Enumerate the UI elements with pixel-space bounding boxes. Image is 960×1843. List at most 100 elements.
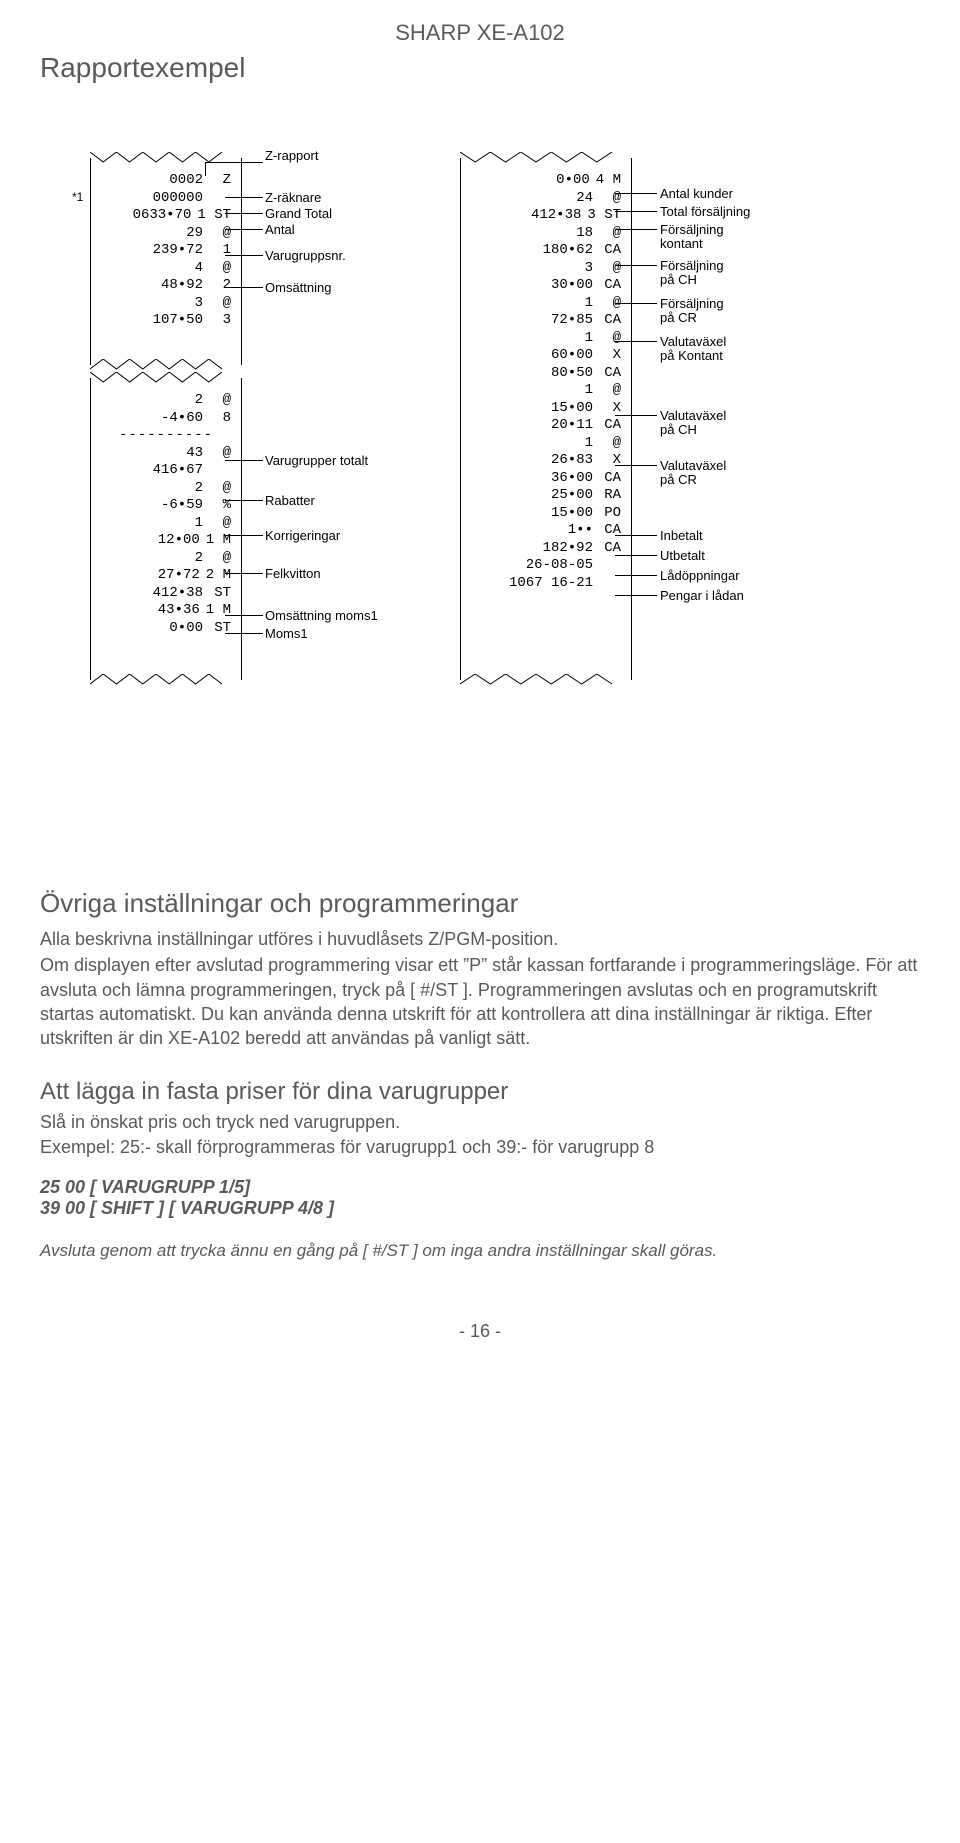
diagram-label: Grand Total	[265, 206, 332, 221]
leader-line	[225, 535, 263, 536]
diagram-label: Varugruppsnr.	[265, 248, 346, 263]
leader-line	[225, 255, 263, 256]
diagram-label: Z-räknare	[265, 190, 321, 205]
receipt-line: 20•11CA	[471, 417, 621, 435]
diagram-label: Lådöppningar	[660, 568, 740, 583]
receipt-line: 80•50CA	[471, 365, 621, 383]
code-example-1: 25 00 [ VARUGRUPP 1/5]	[40, 1177, 920, 1198]
leader-line	[205, 162, 206, 176]
receipt-line: 239•721	[101, 242, 231, 260]
settings-heading: Övriga inställningar och programmeringar	[40, 888, 920, 919]
receipt-3: 0•004 M24@412•383 ST18@180•62CA3@30•00CA…	[460, 158, 632, 680]
leader-line	[225, 197, 263, 198]
receipt-line: 26-08-05	[471, 557, 621, 575]
receipt-line: 0633•701 ST	[101, 207, 231, 225]
diagram-label: Försäljning	[660, 296, 724, 311]
leader-line	[615, 465, 657, 466]
diagram-label: på CR	[660, 310, 697, 325]
receipt-line: 1••CA	[471, 522, 621, 540]
diagram-label: Korrigeringar	[265, 528, 340, 543]
receipt-line: 1@	[471, 435, 621, 453]
prices-para-1: Slå in önskat pris och tryck ned varugru…	[40, 1110, 920, 1134]
receipt-line: 2@	[101, 392, 231, 410]
diagram-label: Moms1	[265, 626, 308, 641]
receipt-line: 3@	[471, 260, 621, 278]
leader-line	[205, 162, 263, 163]
receipt-line: -6•59%	[101, 497, 231, 515]
receipt-line: 15•00X	[471, 400, 621, 418]
product-header: SHARP XE-A102	[40, 20, 920, 46]
diagram-label: Varugrupper totalt	[265, 453, 368, 468]
leader-line	[615, 341, 657, 342]
prices-para-2: Exempel: 25:- skall förprogrammeras för …	[40, 1135, 920, 1159]
receipt-line: 3@	[101, 295, 231, 313]
receipt-line: 1@	[101, 515, 231, 533]
receipt-line: 43@	[101, 445, 231, 463]
receipt-line: 60•00X	[471, 347, 621, 365]
receipt-line: 412•38ST	[101, 585, 231, 603]
receipt-line: 30•00CA	[471, 277, 621, 295]
receipt-line: -4•608	[101, 410, 231, 428]
receipt-line: 0002Z	[101, 172, 231, 190]
leader-line	[615, 229, 657, 230]
prices-heading: Att lägga in fasta priser för dina varug…	[40, 1078, 920, 1106]
leader-line	[615, 415, 657, 416]
receipt-line: 000000	[101, 190, 231, 208]
diagram-label: på CH	[660, 422, 697, 437]
settings-para-1: Alla beskrivna inställningar utföres i h…	[40, 927, 920, 951]
diagram-label: Valutaväxel	[660, 334, 726, 349]
leader-line	[615, 575, 657, 576]
diagram-label: Omsättning moms1	[265, 608, 378, 623]
diagram-label: Försäljning	[660, 222, 724, 237]
receipt-line: 29@	[101, 225, 231, 243]
diagram-label: Total försäljning	[660, 204, 750, 219]
leader-line	[225, 500, 263, 501]
leader-line	[225, 633, 263, 634]
diagram-label: Försäljning	[660, 258, 724, 273]
diagram-label: Valutaväxel	[660, 458, 726, 473]
receipt-line: 12•001 M	[101, 532, 231, 550]
receipt-line: 1@	[471, 295, 621, 313]
receipt-line: 25•00RA	[471, 487, 621, 505]
diagram-label: på Kontant	[660, 348, 723, 363]
receipt-line: 4@	[101, 260, 231, 278]
diagram-label: Utbetalt	[660, 548, 705, 563]
receipt-line: 180•62CA	[471, 242, 621, 260]
receipt-line: 2@	[101, 550, 231, 568]
diagram-label: Z-rapport	[265, 148, 318, 163]
footer-note: Avsluta genom att trycka ännu en gång på…	[40, 1241, 920, 1261]
receipt-2: 2@-4•608----------43@416•672@-6•59%1@12•…	[90, 378, 242, 680]
receipt-line: 107•503	[101, 312, 231, 330]
diagram-label: Antal kunder	[660, 186, 733, 201]
leader-line	[225, 213, 263, 214]
diagram-label: Inbetalt	[660, 528, 703, 543]
receipt-line: 72•85CA	[471, 312, 621, 330]
receipt-line: 416•67	[101, 462, 231, 480]
receipt-line: 15•00PO	[471, 505, 621, 523]
leader-line	[225, 287, 263, 288]
receipt-line: 412•383 ST	[471, 207, 621, 225]
diagram-label: Omsättning	[265, 280, 331, 295]
leader-line	[225, 229, 263, 230]
page-number: - 16 -	[40, 1321, 920, 1342]
receipt-1: 0002Z0000000633•701 ST29@239•7214@48•922…	[90, 158, 242, 365]
receipt-line: 2@	[101, 480, 231, 498]
diagram-label: Valutaväxel	[660, 408, 726, 423]
section-title: Rapportexempel	[40, 52, 920, 84]
leader-line	[615, 265, 657, 266]
receipt-line: 26•83X	[471, 452, 621, 470]
settings-para-2: Om displayen efter avslutad programmerin…	[40, 953, 920, 1050]
leader-line	[225, 460, 263, 461]
leader-line	[225, 615, 263, 616]
leader-line	[615, 303, 657, 304]
leader-line	[615, 193, 657, 194]
receipt-line: 1@	[471, 382, 621, 400]
receipt-line: 18@	[471, 225, 621, 243]
diagram-label: på CR	[660, 472, 697, 487]
leader-line	[225, 573, 263, 574]
diagram-label: kontant	[660, 236, 703, 251]
receipt-line: 0•004 M	[471, 172, 621, 190]
receipt-line: 36•00CA	[471, 470, 621, 488]
leader-line	[615, 555, 657, 556]
receipt-line: 1@	[471, 330, 621, 348]
